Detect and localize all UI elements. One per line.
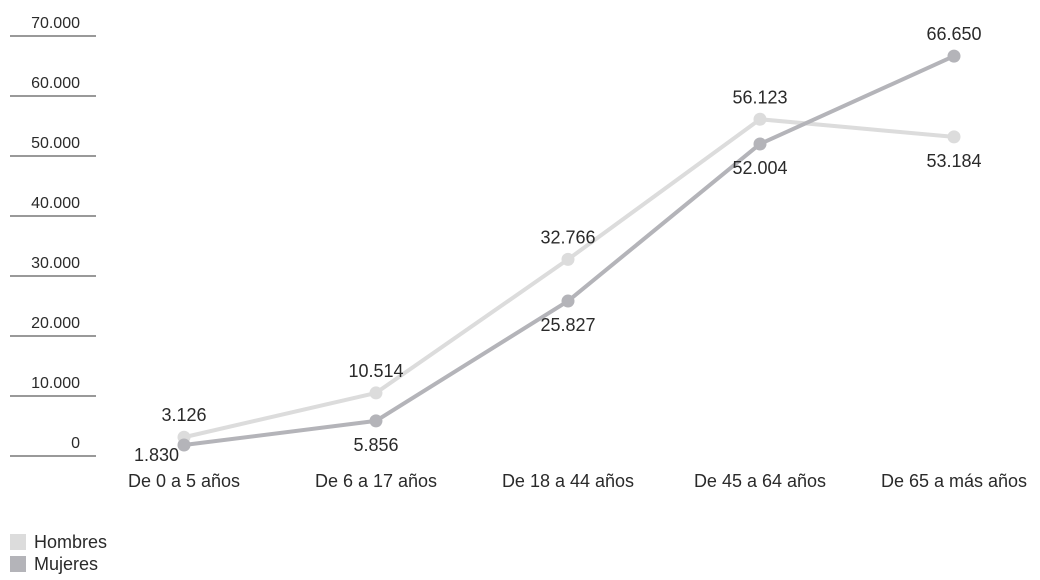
legend-label-hombres: Hombres	[34, 531, 108, 552]
data-label-hombres: 32.766	[540, 227, 595, 247]
x-category-label: De 45 a 64 años	[694, 471, 826, 491]
data-point-mujeres	[947, 49, 961, 63]
data-point-hombres	[753, 112, 767, 126]
data-label-mujeres: 25.827	[540, 315, 595, 335]
x-category-label: De 65 a más años	[881, 471, 1027, 491]
data-point-hombres	[947, 130, 961, 144]
series-line-hombres	[182, 117, 956, 440]
x-category-label: De 6 a 17 años	[315, 471, 437, 491]
data-label-mujeres: 66.650	[926, 24, 981, 44]
y-tick-label: 20.000	[31, 315, 80, 332]
x-category-label: De 18 a 44 años	[502, 471, 634, 491]
y-tick-label: 30.000	[31, 255, 80, 272]
y-tick-label: 40.000	[31, 195, 80, 212]
data-label-mujeres: 1.830	[134, 445, 179, 465]
data-label-hombres: 53.184	[926, 151, 981, 171]
data-point-mujeres	[753, 137, 767, 151]
chart-plot-area: 0 10.000 20.000 30.000 40.000 50.000 60.000 70.…	[10, 15, 1027, 491]
legend-label-mujeres: Mujeres	[34, 553, 99, 574]
data-point-hombres	[369, 386, 383, 400]
legend-swatch-mujeres	[10, 556, 26, 572]
y-tick-label: 70.000	[31, 15, 80, 32]
y-tick-label: 0	[71, 435, 80, 452]
legend-item-hombres: Hombres	[10, 531, 107, 553]
data-label-mujeres: 52.004	[732, 158, 787, 178]
data-point-mujeres	[177, 438, 191, 452]
legend-swatch-hombres	[10, 534, 26, 550]
data-point-hombres	[561, 252, 575, 266]
data-label-hombres: 3.126	[161, 405, 206, 425]
x-category-label: De 0 a 5 años	[128, 471, 240, 491]
data-point-mujeres	[561, 294, 575, 308]
data-label-hombres: 10.514	[348, 361, 403, 381]
legend-item-mujeres: Mujeres	[10, 553, 107, 575]
y-tick-label: 60.000	[31, 75, 80, 92]
y-tick-label: 10.000	[31, 375, 80, 392]
y-tick-label: 50.000	[31, 135, 80, 152]
legend: Hombres Mujeres	[10, 531, 107, 575]
data-label-hombres: 56.123	[732, 87, 787, 107]
data-point-mujeres	[369, 414, 383, 428]
data-label-mujeres: 5.856	[353, 435, 398, 455]
series-line-mujeres	[182, 54, 956, 448]
